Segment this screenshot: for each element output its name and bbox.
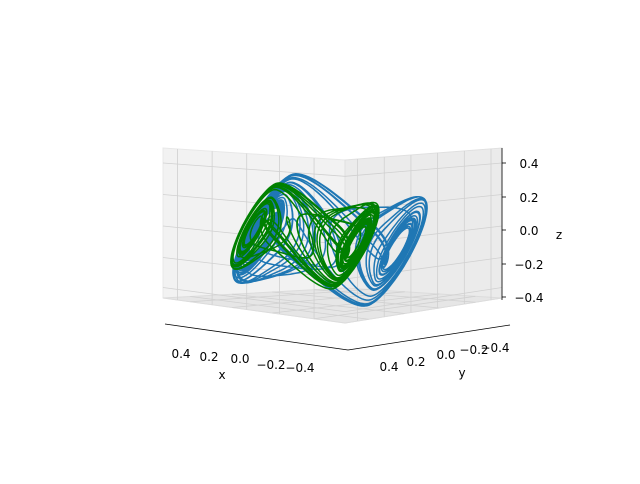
x-axis-label: x xyxy=(218,368,225,382)
series-green-line xyxy=(230,182,380,290)
y-axis-line xyxy=(347,324,511,351)
series-blue-line xyxy=(232,173,428,307)
y-tick-label: −0.4 xyxy=(480,341,509,355)
x-tick-label: 0.0 xyxy=(230,352,249,366)
z-tick-label: −0.2 xyxy=(514,258,543,272)
z-tick-label: 0.4 xyxy=(519,157,538,171)
z-tick-label: 0.0 xyxy=(519,224,538,238)
x-tick-label: 0.4 xyxy=(171,347,190,361)
y-tick-label: 0.4 xyxy=(379,360,398,374)
tick-labels: 0.4 0.2 0.0 −0.2 −0.4 0.4 0.2 0.0 −0.2−0.40.40.2… xyxy=(171,157,543,375)
x-tick-label: −0.4 xyxy=(285,361,314,375)
axis-lines xyxy=(164,148,511,351)
x-axis-line xyxy=(164,323,349,351)
y-axis-label: y xyxy=(458,366,465,380)
grid-line xyxy=(162,287,503,312)
z-axis-label: z xyxy=(556,228,562,242)
grid-line xyxy=(162,162,503,177)
series-green-trajectory xyxy=(230,182,380,290)
z-tick-label: −0.4 xyxy=(514,291,543,305)
series-blue-trajectory xyxy=(232,173,428,307)
x-tick-label: 0.2 xyxy=(199,350,218,364)
x-tick-label: −0.2 xyxy=(256,358,285,372)
y-tick-label: 0.2 xyxy=(406,355,425,369)
y-tick-label: −0.2 xyxy=(459,343,488,357)
z-tick-label: 0.2 xyxy=(519,191,538,205)
y-tick-label: 0.0 xyxy=(436,348,455,362)
